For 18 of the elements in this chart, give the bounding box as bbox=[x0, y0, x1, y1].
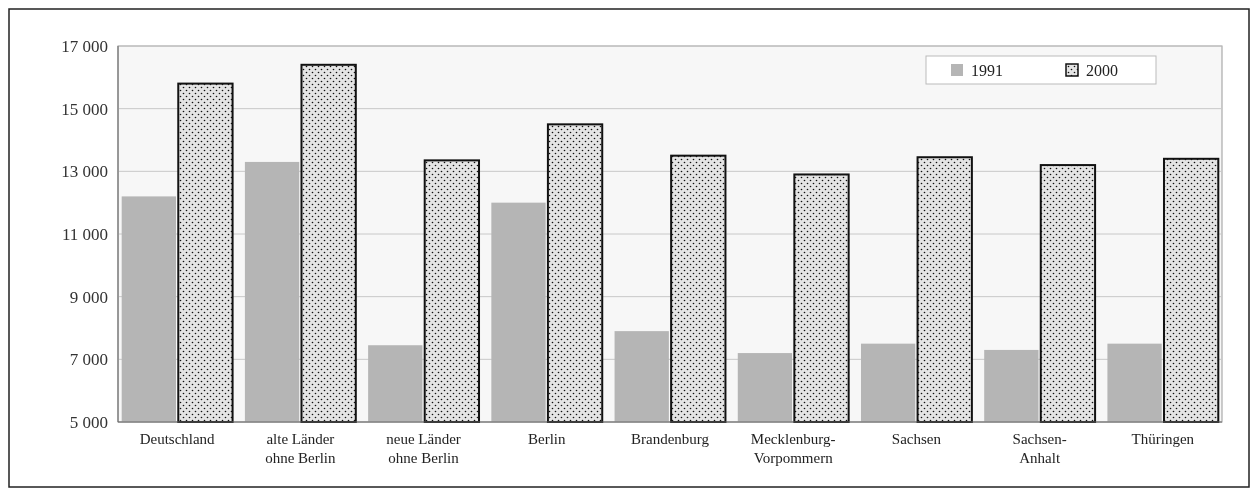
x-tick-label: alte Länder ohne Berlin bbox=[265, 431, 337, 466]
y-tick-label: 15 000 bbox=[61, 99, 108, 119]
x-tick-label: Sachsen bbox=[891, 431, 942, 447]
x-tick-label: Brandenburg bbox=[630, 431, 710, 447]
x-tick-label: neue Länder ohne Berlin bbox=[386, 431, 461, 466]
x-tick-label: Thüringen bbox=[1131, 431, 1195, 447]
x-tick-label: Deutschland bbox=[139, 431, 216, 447]
y-tick-label: 5 000 bbox=[69, 412, 108, 432]
x-tick-label: Mecklenburg- Vorpommern bbox=[750, 431, 836, 466]
legend-label: 1991 bbox=[971, 61, 1003, 79]
legend-label: 2000 bbox=[1086, 61, 1118, 79]
y-tick-label: 9 000 bbox=[69, 287, 108, 307]
x-tick-label: Berlin bbox=[528, 431, 567, 447]
y-tick-label: 13 000 bbox=[61, 162, 108, 182]
y-tick-label: 11 000 bbox=[61, 224, 108, 244]
y-tick-label: 17 000 bbox=[61, 36, 108, 56]
y-tick-label: 7 000 bbox=[69, 350, 108, 370]
x-tick-label: Sachsen- Anhalt bbox=[1012, 431, 1067, 466]
